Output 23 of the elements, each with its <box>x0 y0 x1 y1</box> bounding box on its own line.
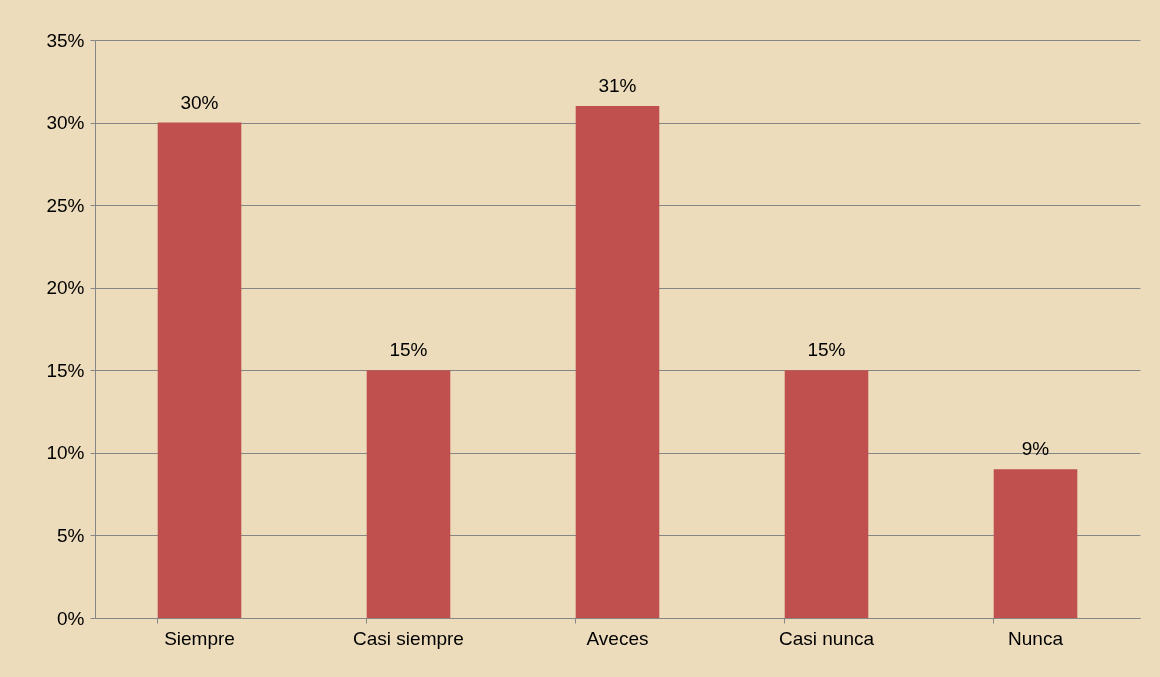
x-tick-label: Aveces <box>586 627 649 649</box>
data-label: 15% <box>389 339 428 361</box>
y-tick-label: 25% <box>46 194 85 216</box>
y-tick-label: 15% <box>46 359 85 381</box>
y-tick-label: 10% <box>46 442 85 464</box>
data-label: 30% <box>180 91 219 113</box>
y-tick-label: 20% <box>46 277 85 299</box>
bar <box>784 370 869 618</box>
x-tick-label: Casi nunca <box>778 627 875 649</box>
y-tick-label: 35% <box>46 29 85 51</box>
y-tick-label: 30% <box>46 112 85 134</box>
data-label: 9% <box>1021 438 1050 460</box>
y-tick-label: 5% <box>57 524 85 546</box>
y-tick-label: 0% <box>57 607 85 629</box>
x-tick-label: Nunca <box>1008 627 1064 649</box>
x-tick-label: Siempre <box>164 627 235 649</box>
data-label: 15% <box>807 339 846 361</box>
bar <box>157 122 242 618</box>
bar <box>993 469 1078 618</box>
bar <box>575 106 660 618</box>
bar <box>366 370 451 618</box>
x-tick-label: Casi siempre <box>353 627 464 649</box>
data-label: 31% <box>598 75 637 97</box>
